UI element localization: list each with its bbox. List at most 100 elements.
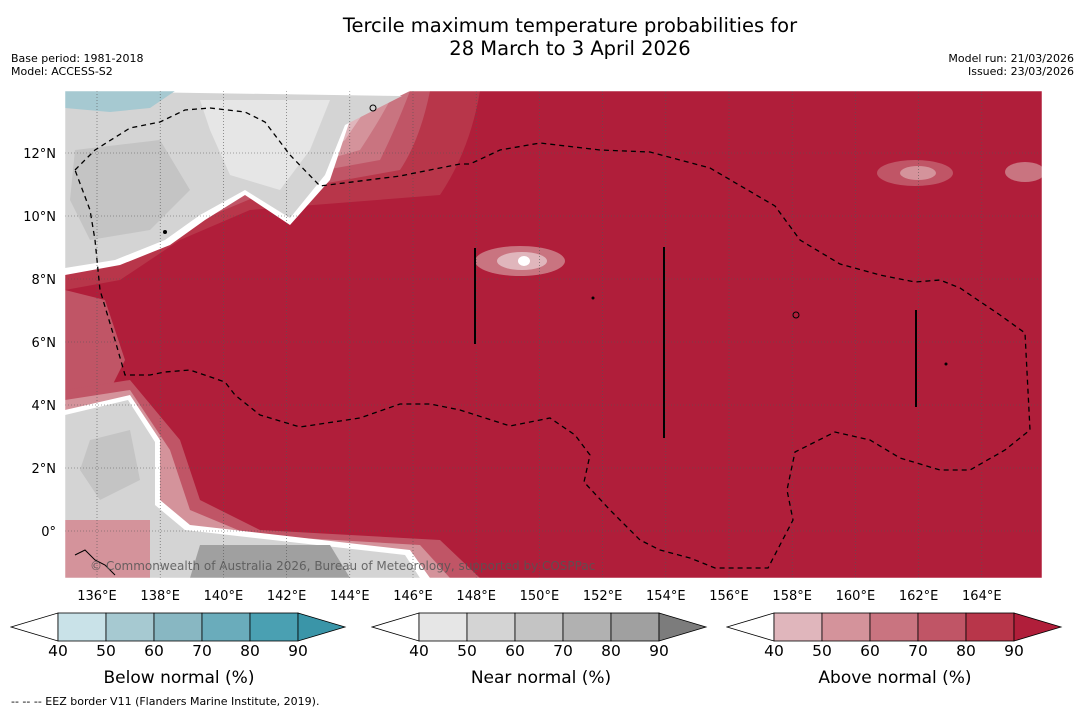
lon-label: 144°E: [330, 589, 370, 604]
above-normal-left-band: [65, 290, 125, 390]
colorbar-high-extend: [658, 612, 708, 642]
colorbar-segment: [562, 612, 612, 642]
colorbar-tick-label: 90: [288, 642, 308, 660]
lon-label: 164°E: [962, 589, 1002, 604]
near-normal-40-nw: [200, 100, 330, 190]
title-line-2: 28 March to 3 April 2026: [449, 37, 691, 60]
lon-label: 160°E: [836, 589, 876, 604]
colorbar-high-extend: [297, 612, 347, 642]
below-normal-label: Below normal (%): [103, 668, 255, 688]
colorbar-tick-label: 80: [956, 642, 976, 660]
colorbar-low-extend: [10, 612, 59, 642]
lat-label: 12°N: [23, 147, 56, 162]
island-5: [591, 296, 595, 300]
colorbar-high-extend: [1013, 612, 1063, 642]
island-4: [74, 549, 116, 576]
lat-label: 10°N: [23, 210, 56, 225]
colorbar-tick-label: 60: [144, 642, 164, 660]
lon-label: 148°E: [456, 589, 496, 604]
colorbar-segment: [917, 612, 967, 642]
lat-label: 0°: [41, 525, 56, 540]
colorbar-tick-label: 70: [192, 642, 212, 660]
colorbar-segment: [105, 612, 155, 642]
colorbar-above-normal: [726, 612, 1063, 642]
hotspot-core: [518, 256, 530, 266]
near-normal-label: Near normal (%): [470, 668, 612, 688]
issued-text: Issued: 23/03/2026: [967, 65, 1074, 78]
colorbar-tick-label: 40: [48, 642, 68, 660]
hotspot-east-inner: [900, 166, 936, 180]
colorbar-tick-label: 80: [601, 642, 621, 660]
colorbar-below-normal: [10, 612, 347, 642]
colorbar-segment: [418, 612, 468, 642]
lon-label: 140°E: [204, 589, 244, 604]
colorbar-segment: [249, 612, 299, 642]
gridlines: [65, 91, 1042, 578]
colorbar-tick-label: 70: [553, 642, 573, 660]
colorbar-segment: [821, 612, 871, 642]
copyright-text: © Commonwealth of Australia 2026, Bureau…: [90, 559, 595, 573]
map-field: © Commonwealth of Australia 2026, Bureau…: [65, 91, 1042, 578]
lon-label: 142°E: [267, 589, 307, 604]
island-6: [944, 362, 948, 366]
hotspot-far-east: [1005, 162, 1042, 182]
below-normal-nw: [65, 91, 175, 112]
colorbar-tick-label: 80: [240, 642, 260, 660]
eez-footnote: -- -- -- EEZ border V11 (Flanders Marine…: [11, 695, 320, 708]
colorbar-tick-label: 90: [1004, 642, 1024, 660]
map-frame: [64, 90, 1043, 579]
lon-label: 156°E: [709, 589, 749, 604]
model-run-text: Model run: 21/03/2026: [948, 52, 1074, 65]
latitude-labels: 12°N 10°N 8°N 6°N 4°N 2°N 0°: [23, 147, 56, 540]
meta-left: Base period: 1981-2018 Model: ACCESS-S2: [11, 52, 143, 78]
title-line-1: Tercile maximum temperature probabilitie…: [342, 14, 798, 37]
near-normal-60-sw: [80, 430, 140, 500]
colorbar-tick-label: 50: [812, 642, 832, 660]
lat-label: 8°N: [32, 273, 57, 288]
colorbar-tick-label: 50: [96, 642, 116, 660]
colorbar-tick-label: 90: [649, 642, 669, 660]
lat-label: 2°N: [32, 462, 57, 477]
above-normal-label: Above normal (%): [818, 668, 972, 688]
lon-label: 154°E: [646, 589, 686, 604]
colorbar-segment: [514, 612, 564, 642]
colorbar-tick-label: 40: [764, 642, 784, 660]
near-normal-sw-area: [65, 400, 420, 578]
lon-label: 138°E: [140, 589, 180, 604]
colorbar-segment: [869, 612, 919, 642]
map-title: Tercile maximum temperature probabilitie…: [0, 14, 1085, 60]
longitude-labels: 136°E 138°E 140°E 142°E 144°E 146°E 148°E 150°E…: [77, 589, 1001, 604]
eez-border: [74, 107, 1031, 569]
colorbar-tick-label: 50: [457, 642, 477, 660]
colorbar-segment: [466, 612, 516, 642]
base-period-text: Base period: 1981-2018: [11, 52, 144, 65]
colorbar-segment: [965, 612, 1015, 642]
lon-label: 150°E: [520, 589, 560, 604]
lon-label: 146°E: [393, 589, 433, 604]
colorbar-segment: [153, 612, 203, 642]
colorbar-tick-label: 60: [860, 642, 880, 660]
colorbar-low-extend: [371, 612, 420, 642]
island-3: [163, 230, 167, 234]
lon-label: 158°E: [772, 589, 812, 604]
near-normal-80-sw: [190, 545, 350, 578]
model-text: Model: ACCESS-S2: [11, 65, 113, 78]
island-1: [369, 104, 377, 112]
lon-label: 152°E: [583, 589, 623, 604]
lat-label: 6°N: [32, 336, 57, 351]
colorbar-segment: [610, 612, 660, 642]
lon-label: 136°E: [77, 589, 117, 604]
colorbar-tick-label: 70: [908, 642, 928, 660]
above-normal-sw-corner: [65, 520, 150, 578]
colorbar-segment: [773, 612, 823, 642]
colorbar-low-extend: [726, 612, 775, 642]
colorbar-near-normal: [371, 612, 708, 642]
island-2: [792, 311, 800, 319]
lon-label: 162°E: [899, 589, 939, 604]
colorbar-segment: [201, 612, 251, 642]
colorbar-segment: [57, 612, 107, 642]
colorbar-tick-label: 60: [505, 642, 525, 660]
meta-right: Model run: 21/03/2026 Issued: 23/03/2026: [948, 52, 1074, 78]
colorbar-tick-label: 40: [409, 642, 429, 660]
